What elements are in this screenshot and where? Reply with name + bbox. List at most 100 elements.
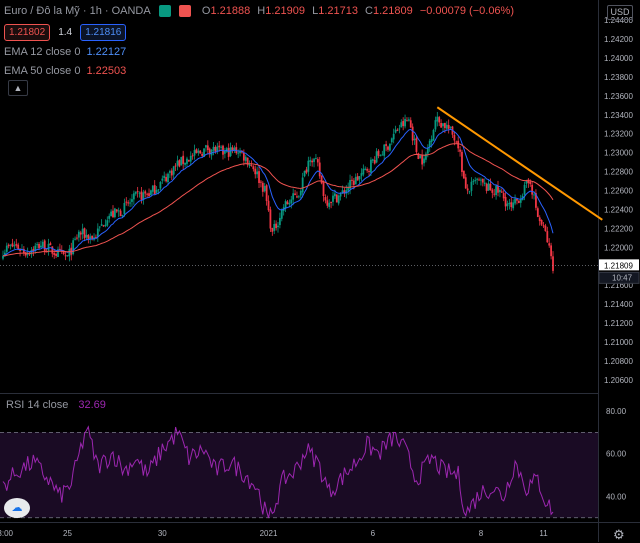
candle-up bbox=[110, 211, 113, 217]
candle-up bbox=[375, 151, 378, 163]
candle-up bbox=[498, 190, 501, 193]
candle-up bbox=[519, 198, 522, 203]
candle-up bbox=[288, 203, 291, 205]
candle-down bbox=[546, 231, 549, 243]
price-tick-label: 1.23000 bbox=[604, 149, 633, 158]
ema50-legend[interactable]: EMA 50 close 0 1.22503 bbox=[4, 65, 126, 77]
low-label: L bbox=[312, 5, 319, 18]
candle-down bbox=[296, 196, 298, 198]
candle-up bbox=[394, 129, 397, 133]
candle-up bbox=[216, 146, 219, 152]
sell-button[interactable]: 1.21802 bbox=[4, 24, 51, 41]
time-tick-label: 23:00 bbox=[0, 529, 14, 538]
candle-up bbox=[229, 147, 232, 156]
candle-up bbox=[96, 228, 99, 237]
candle-up bbox=[203, 148, 205, 157]
candle-up bbox=[360, 173, 363, 176]
candle-up bbox=[337, 195, 340, 204]
candle-up bbox=[354, 176, 357, 185]
candle-down bbox=[140, 191, 143, 200]
candle-up bbox=[77, 231, 80, 238]
chevron-up-icon[interactable]: ▲ bbox=[8, 80, 28, 96]
candle-up bbox=[388, 143, 391, 151]
candle-down bbox=[440, 123, 443, 128]
trade-buttons: 1.21802 1.4 1.21816 bbox=[4, 24, 127, 41]
tradingview-cloud-icon[interactable]: ☁ bbox=[4, 498, 30, 518]
candle-down bbox=[324, 197, 327, 201]
bar-down-color-swatch[interactable] bbox=[178, 5, 191, 18]
price-tick-label: 1.21200 bbox=[604, 319, 633, 328]
candle-up bbox=[525, 180, 528, 184]
candle-up bbox=[117, 210, 120, 212]
candle-up bbox=[470, 181, 473, 191]
candle-up bbox=[197, 150, 200, 153]
candle-down bbox=[481, 178, 484, 183]
bar-up-color-swatch[interactable] bbox=[158, 5, 171, 18]
price-tick-label: 1.24400 bbox=[604, 16, 633, 25]
candle-down bbox=[267, 200, 270, 211]
candle-down bbox=[544, 225, 547, 232]
candle-up bbox=[66, 255, 69, 257]
time-tick-label: 30 bbox=[158, 529, 167, 538]
candle-down bbox=[531, 184, 534, 195]
candle-up bbox=[131, 199, 133, 202]
candle-up bbox=[284, 201, 287, 209]
price-tick-label: 1.20600 bbox=[604, 376, 633, 385]
candle-up bbox=[487, 183, 490, 191]
rsi-label: RSI 14 close bbox=[6, 399, 69, 412]
gear-icon[interactable]: ⚙ bbox=[613, 527, 625, 542]
candle-up bbox=[13, 245, 16, 247]
candle-down bbox=[222, 145, 224, 155]
candle-up bbox=[381, 154, 384, 156]
candle-down bbox=[146, 193, 149, 195]
time-tick-label: 8 bbox=[479, 529, 484, 538]
candle-down bbox=[165, 177, 168, 182]
candle-down bbox=[438, 117, 441, 123]
price-tick-label: 1.24000 bbox=[604, 54, 633, 63]
candle-down bbox=[153, 185, 156, 195]
candle-up bbox=[333, 193, 336, 197]
candle-down bbox=[269, 209, 272, 229]
candle-down bbox=[195, 149, 198, 154]
candle-up bbox=[508, 202, 511, 205]
candle-down bbox=[500, 191, 503, 193]
candle-up bbox=[468, 191, 471, 193]
candle-down bbox=[286, 201, 289, 205]
candle-down bbox=[125, 201, 128, 203]
candle-up bbox=[163, 175, 166, 179]
candle-down bbox=[115, 209, 118, 212]
currency-button[interactable]: USD bbox=[607, 5, 633, 20]
price-tick-label: 1.22800 bbox=[604, 168, 633, 177]
candle-down bbox=[174, 165, 177, 167]
candle-down bbox=[170, 170, 173, 176]
time-tick-label: 6 bbox=[371, 529, 376, 538]
candle-down bbox=[15, 244, 18, 246]
candle-down bbox=[548, 243, 551, 246]
candle-down bbox=[235, 147, 238, 154]
ema12-legend[interactable]: EMA 12 close 0 1.22127 bbox=[4, 46, 126, 58]
candle-up bbox=[404, 118, 406, 127]
candle-down bbox=[497, 185, 499, 193]
price-tick-label: 1.21000 bbox=[604, 338, 633, 347]
candle-up bbox=[150, 190, 152, 195]
symbol-title[interactable]: Euro / Đô la Mỹ · 1h · OANDA bbox=[4, 5, 151, 18]
candle-up bbox=[474, 180, 477, 182]
candle-up bbox=[233, 147, 236, 151]
rsi-legend[interactable]: RSI 14 close 32.69 bbox=[6, 399, 106, 411]
candle-up bbox=[184, 162, 186, 165]
candle-down bbox=[191, 155, 194, 157]
candle-down bbox=[536, 208, 539, 218]
candle-up bbox=[370, 159, 372, 173]
candle-down bbox=[246, 157, 249, 165]
candle-up bbox=[315, 158, 317, 160]
candle-down bbox=[227, 147, 230, 158]
buy-button[interactable]: 1.21816 bbox=[80, 24, 127, 41]
price-tick-label: 1.23800 bbox=[604, 73, 633, 82]
candle-down bbox=[214, 146, 217, 153]
close-label: C bbox=[365, 5, 373, 18]
candle-up bbox=[277, 225, 279, 228]
candle-up bbox=[132, 193, 135, 200]
candle-down bbox=[535, 193, 537, 208]
candle-down bbox=[417, 153, 420, 159]
